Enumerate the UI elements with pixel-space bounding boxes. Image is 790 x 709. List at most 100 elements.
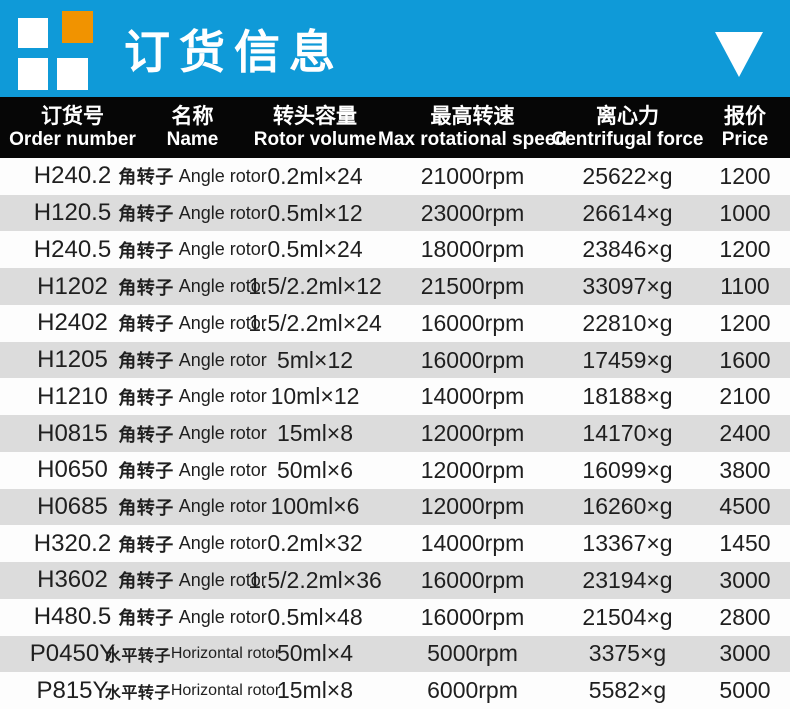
rotor-name-cell: 角转子 Angle rotor	[118, 347, 267, 373]
price-cell: 1200	[719, 162, 771, 189]
price-cell: 3000	[719, 640, 771, 667]
order-number-cell: H0650	[37, 456, 108, 484]
rotor-name-cell: 角转子 Angle rotor	[118, 494, 267, 520]
order-number-cell: H1202	[37, 272, 108, 300]
centrifugal-force-cell: 14170×g	[582, 420, 673, 446]
col-header-order-number: 订货号 Order number	[0, 105, 145, 150]
centrifugal-force-cell: 21504×g	[582, 603, 673, 630]
col-header-order-number-cn: 订货号	[41, 105, 104, 129]
rotor-name-cn: 角转子	[118, 314, 174, 335]
down-triangle-icon	[715, 32, 763, 77]
rotor-name-cn: 角转子	[118, 497, 174, 518]
max-speed-cell: 12000rpm	[420, 420, 525, 446]
centrifugal-force-cell: 23194×g	[582, 566, 673, 593]
order-number-cell: P0450Y	[29, 639, 116, 667]
rotor-volume-cell: 15ml×8	[276, 677, 354, 704]
rotor-name-en: Horizontal rotor	[170, 644, 281, 662]
rotor-volume-cell: 1.5/2.2ml×36	[248, 566, 382, 593]
rotor-name-cn: 角转子	[118, 277, 174, 298]
rotor-name-cn: 水平转子	[104, 647, 171, 665]
max-speed-cell: 12000rpm	[420, 493, 525, 520]
logo-square-white-top-left	[18, 18, 48, 48]
logo-square-white-bottom-left	[18, 58, 48, 90]
table-row: H0685 角转子 Angle rotor 100ml×6 12000rpm 16260×…	[0, 488, 790, 526]
max-speed-cell: 21500rpm	[420, 273, 525, 300]
max-speed-cell: 14000rpm	[420, 383, 525, 410]
max-speed-cell: 5000rpm	[427, 640, 518, 667]
price-cell: 1200	[719, 236, 771, 263]
rotor-name-cn: 角转子	[118, 461, 174, 482]
price-cell: 2100	[719, 383, 771, 410]
rotor-name-cell: 角转子 Angle rotor	[118, 384, 267, 410]
centrifugal-force-cell: 18188×g	[582, 383, 673, 410]
price-cell: 3800	[719, 456, 771, 483]
col-header-rotor-volume-cn: 转头容量	[273, 105, 357, 129]
price-cell: 1200	[719, 309, 771, 336]
rotor-volume-cell: 1.5/2.2ml×24	[248, 309, 382, 336]
page-title: 订货信息	[124, 25, 344, 78]
col-header-price: 报价 Price	[700, 105, 790, 150]
order-number-cell: H0685	[37, 492, 108, 520]
max-speed-cell: 16000rpm	[420, 603, 525, 630]
rotor-name-cn: 角转子	[118, 240, 174, 261]
centrifugal-force-cell: 16099×g	[582, 456, 673, 483]
rotor-name-en: Angle rotor	[178, 423, 267, 443]
order-number-cell: H0815	[37, 419, 108, 447]
centrifugal-force-cell: 33097×g	[582, 273, 673, 300]
rotor-name-en: Angle rotor	[178, 459, 267, 480]
centrifugal-force-cell: 23846×g	[582, 236, 673, 263]
table-row: H3602 角转子 Angle rotor 1.5/2.2ml×36 16000rpm 2…	[0, 562, 790, 599]
col-header-centrifugal-force-en: Centrifugal force	[551, 128, 704, 150]
rotor-name-en: Angle rotor	[178, 606, 267, 627]
centrifugal-force-cell: 17459×g	[582, 346, 673, 373]
price-cell: 4500	[719, 493, 771, 520]
table-row: P0450Y 水平转子 Horizontal rotor 50ml×4 5000rpm 3…	[0, 635, 790, 673]
rotor-name-cell: 角转子 Angle rotor	[118, 310, 267, 336]
rotor-name-en: Angle rotor	[178, 165, 267, 186]
table-row: P815Y 水平转子 Horizontal rotor 15ml×8 6000rpm 55…	[0, 672, 790, 709]
centrifugal-force-cell: 25622×g	[582, 162, 673, 189]
rotor-name-cell: 角转子 Angle rotor	[118, 200, 267, 226]
col-header-name-en: Name	[166, 128, 219, 150]
table-row: H0650 角转子 Angle rotor 50ml×6 12000rpm 16099×g…	[0, 451, 790, 489]
table-row: H2402 角转子 Angle rotor 1.5/2.2ml×24 16000rpm 2…	[0, 304, 790, 342]
rotor-name-en: Angle rotor	[178, 276, 267, 297]
rotor-name-cell: 角转子 Angle rotor	[118, 421, 267, 447]
table-row: H240.5 角转子 Angle rotor 0.5ml×24 18000rpm 2384…	[0, 231, 790, 269]
col-header-name: 名称 Name	[145, 105, 240, 150]
table-header-row: 订货号 Order number 名称 Name 转头容量 Rotor volu…	[0, 97, 790, 158]
order-number-cell: H240.2	[33, 162, 112, 190]
rotor-name-cn: 角转子	[118, 608, 174, 629]
rotor-name-en: Angle rotor	[178, 533, 267, 554]
rotor-name-cn: 角转子	[118, 424, 174, 445]
order-number-cell: H480.5	[33, 603, 112, 631]
col-header-centrifugal-force-cn: 离心力	[596, 105, 659, 129]
rotor-name-cn: 角转子	[118, 534, 174, 555]
logo-square-white-bottom-right	[57, 58, 88, 90]
rotor-name-cell: 角转子 Angle rotor	[118, 237, 267, 263]
order-number-cell: H3602	[37, 566, 108, 594]
rotor-name-cn: 角转子	[118, 351, 174, 372]
max-speed-cell: 16000rpm	[420, 566, 525, 593]
rotor-name-en: Angle rotor	[178, 349, 267, 370]
logo-square-orange-top-right	[62, 11, 93, 43]
col-header-name-cn: 名称	[171, 105, 214, 129]
rotor-volume-cell: 50ml×4	[276, 640, 354, 667]
rotor-name-cn: 角转子	[118, 204, 174, 225]
col-header-price-en: Price	[721, 128, 769, 150]
col-header-rotor-volume: 转头容量 Rotor volume	[240, 105, 390, 150]
col-header-centrifugal-force: 离心力 Centrifugal force	[551, 105, 703, 150]
price-cell: 5000	[719, 677, 771, 704]
col-header-max-speed: 最高转速 Max rotational speed	[378, 105, 567, 150]
rotor-name-en: Angle rotor	[178, 496, 267, 517]
rotor-volume-cell: 5ml×12	[276, 346, 354, 373]
rotor-name-en: Angle rotor	[178, 202, 267, 223]
rotor-volume-cell: 0.2ml×24	[267, 162, 363, 189]
rotor-volume-cell: 15ml×8	[276, 420, 354, 446]
rotor-name-cell: 角转子 Angle rotor	[118, 604, 267, 630]
rotor-name-cell: 角转子 Angle rotor	[118, 163, 267, 189]
order-number-cell: H2402	[37, 309, 108, 337]
brand-logo-icon	[0, 0, 100, 97]
rotor-volume-cell: 1.5/2.2ml×12	[248, 273, 382, 300]
